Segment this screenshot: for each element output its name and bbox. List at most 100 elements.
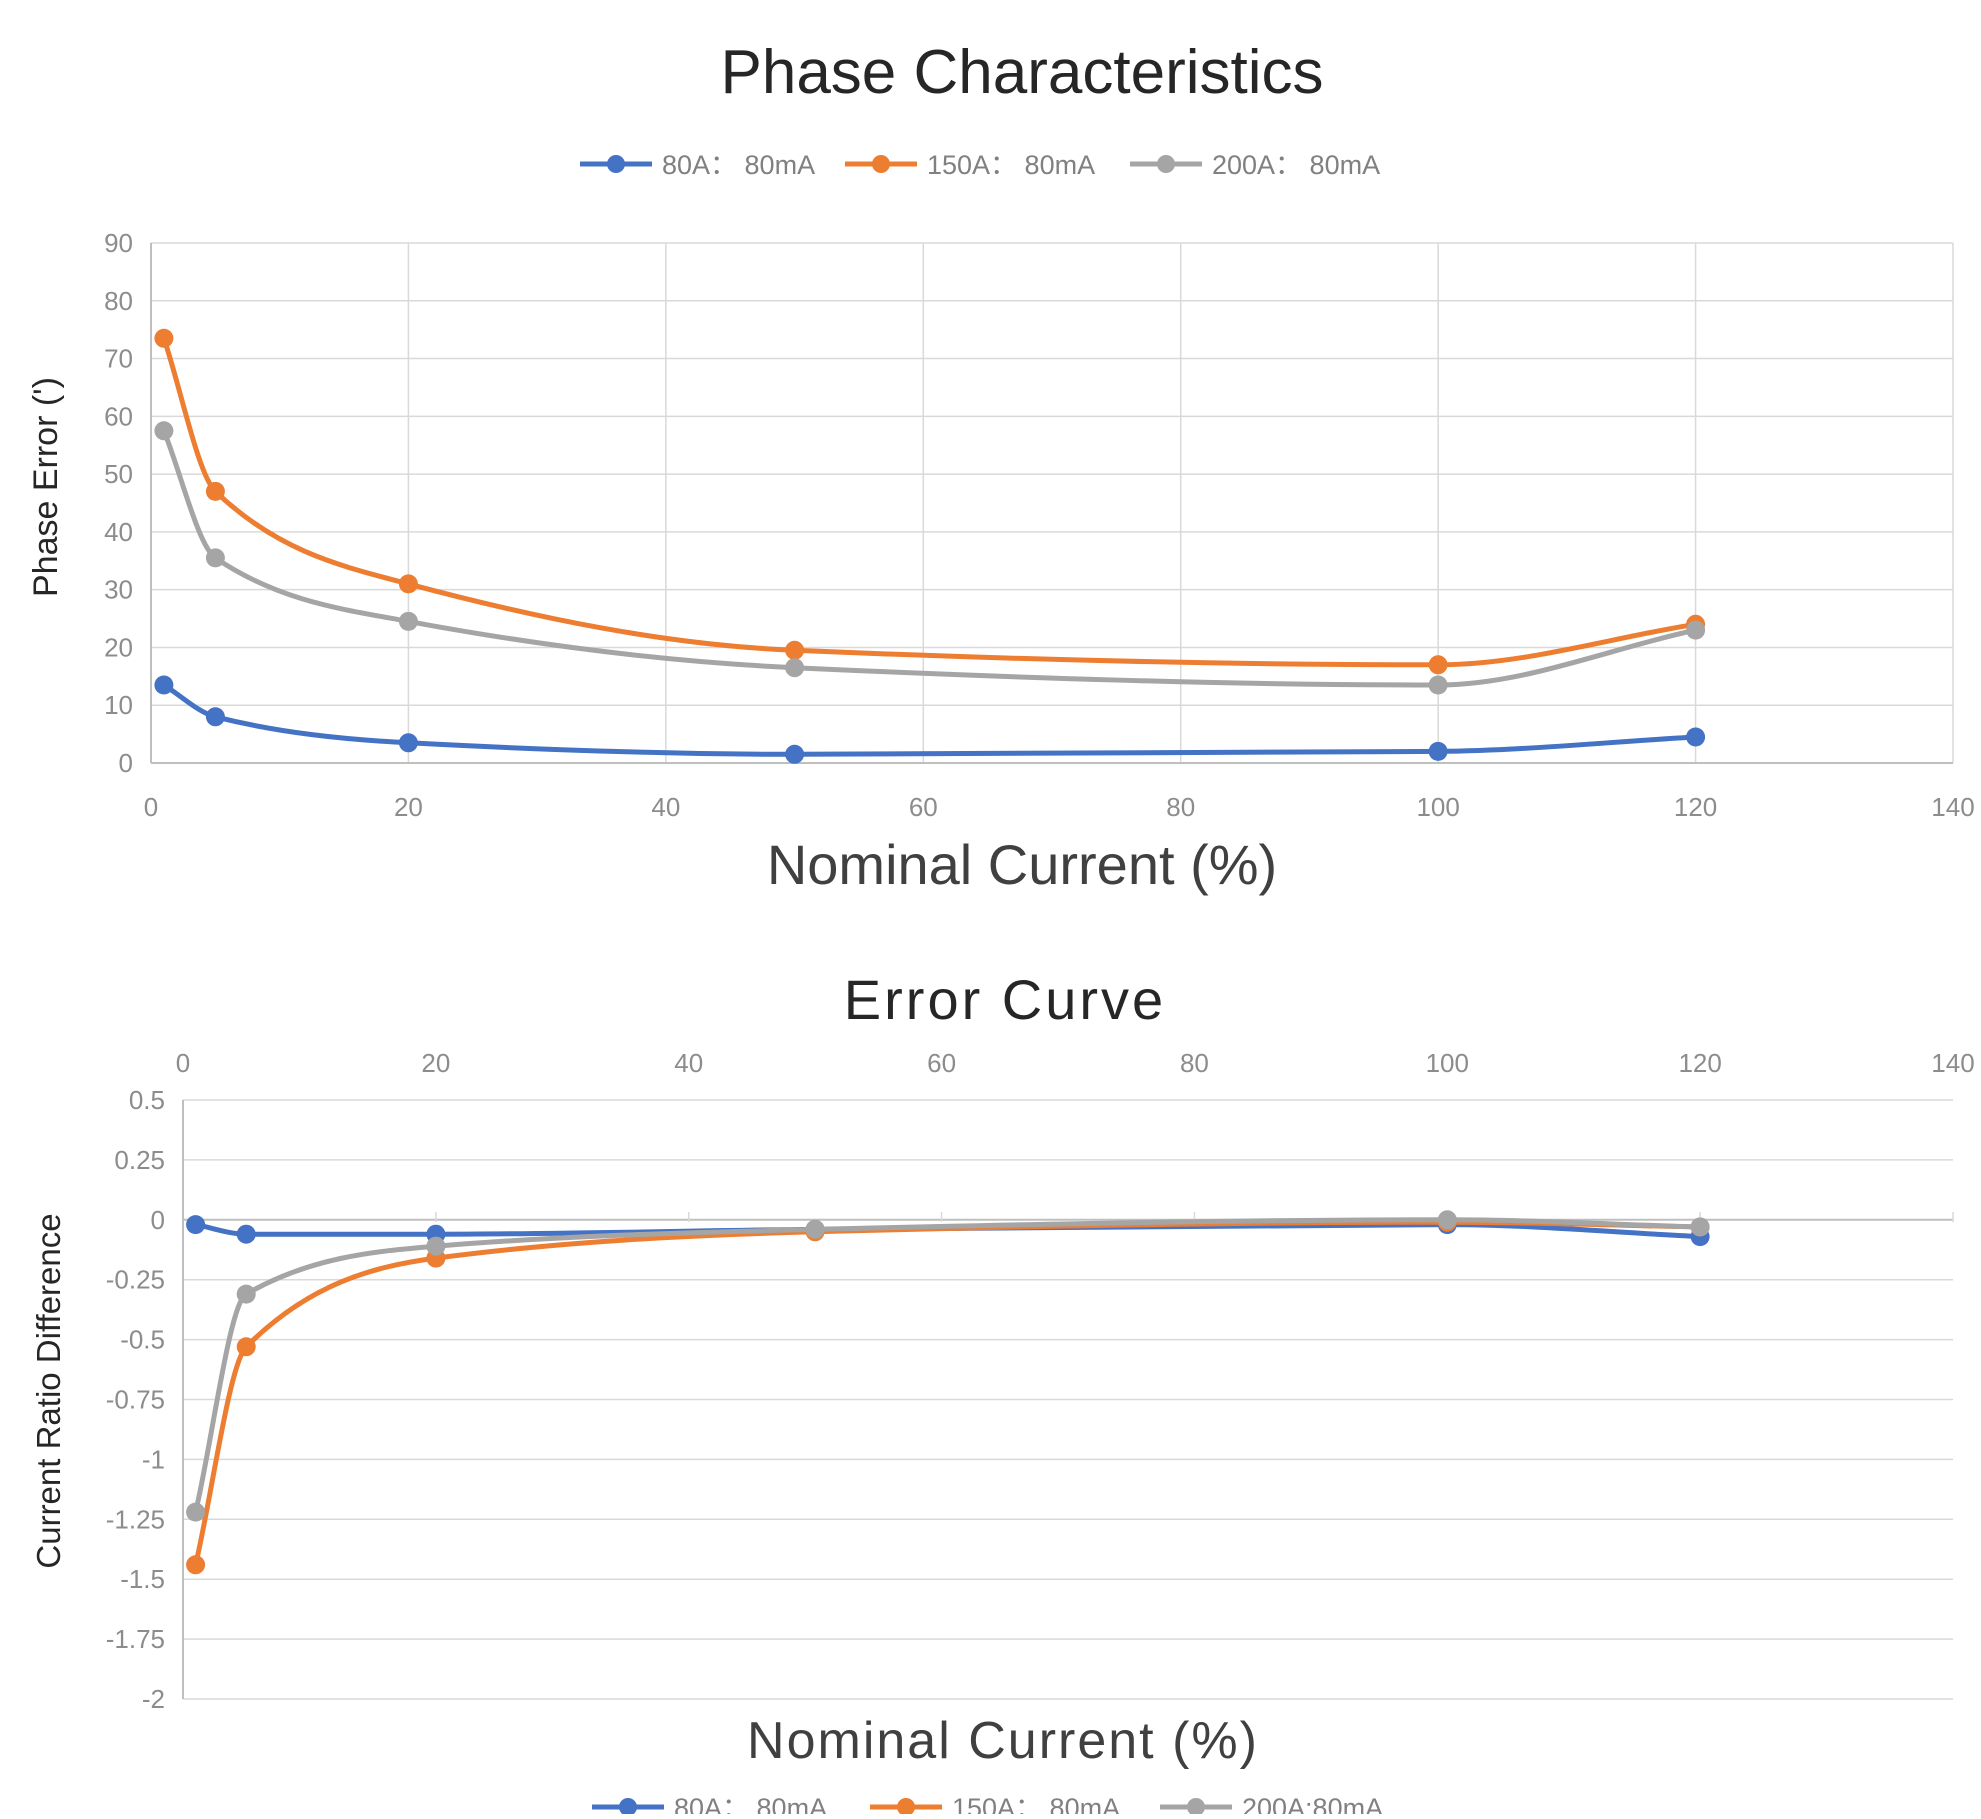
legend-marker — [897, 1798, 915, 1816]
y-tick-label: 0 — [151, 1205, 165, 1235]
data-point — [1428, 655, 1448, 675]
data-point — [398, 611, 418, 631]
y-tick-label: -2 — [142, 1684, 165, 1714]
x-tick-label: 20 — [394, 792, 423, 822]
y-tick-label: 20 — [104, 632, 133, 662]
data-point — [154, 421, 174, 441]
y-tick-label: 40 — [104, 517, 133, 547]
data-point — [236, 1284, 256, 1304]
legend-item-80a-80ma: 80A： 80mA — [580, 150, 815, 180]
y-tick-label: 10 — [104, 690, 133, 720]
y-tick-label: 0.5 — [129, 1085, 165, 1115]
y-tick-label: -0.75 — [106, 1385, 165, 1415]
x-axis-ticks: 0 20 40 60 80 100 120 140 — [144, 792, 1975, 822]
legend-label: 200A:80mA — [1242, 1793, 1383, 1814]
data-point — [1428, 741, 1448, 761]
y-axis-ticks: 0 10 20 30 40 50 60 70 80 90 — [104, 228, 133, 778]
legend-item-200a-80ma: 200A： 80mA — [1130, 150, 1380, 180]
legend-item-80a-80ma: 80A： 80mA — [592, 1793, 827, 1819]
y-tick-label: 90 — [104, 228, 133, 258]
x-tick-label: 40 — [651, 792, 680, 822]
legend: 80A： 80mA 150A： 80mA 200A： 80mA — [580, 150, 1380, 180]
data-point — [1428, 675, 1448, 695]
legend-marker — [1157, 155, 1175, 173]
series-line — [193, 1217, 1703, 1515]
series-200a-80ma — [186, 1210, 1710, 1522]
legend-label: 150A： 80mA — [952, 1793, 1120, 1814]
legend-label: 80A： 80mA — [662, 150, 815, 180]
x-tick-label: 60 — [927, 1048, 956, 1078]
legend-marker — [619, 1798, 637, 1816]
data-point — [398, 574, 418, 594]
x-tick-label: 60 — [909, 792, 938, 822]
x-tick-label: 140 — [1931, 1048, 1974, 1078]
series-lines — [186, 1210, 1710, 1575]
x-axis-label: Nominal Current (%) — [747, 1712, 1259, 1770]
x-tick-label: 0 — [144, 792, 158, 822]
y-tick-label: 0.25 — [114, 1145, 165, 1175]
error-curve-chart: Error Curve 0 20 40 60 80 100 120 140 0.5 0.25 0 -… — [30, 968, 1975, 1819]
x-tick-label: 100 — [1426, 1048, 1469, 1078]
y-tick-label: -1 — [142, 1444, 165, 1474]
series-150a-80ma — [154, 328, 1706, 675]
phase-characteristics-chart: Phase Characteristics 80A： 80mA 150A： 80m… — [27, 38, 1975, 896]
y-tick-label: -1.25 — [106, 1504, 165, 1534]
data-point — [154, 328, 174, 348]
series-line — [193, 1219, 1703, 1568]
x-tick-label: 140 — [1931, 792, 1974, 822]
x-tick-label: 80 — [1166, 792, 1195, 822]
data-point — [154, 675, 174, 695]
y-tick-label: 60 — [104, 401, 133, 431]
series-80a-80ma — [154, 675, 1706, 764]
x-axis-label: Nominal Current (%) — [767, 833, 1277, 896]
chart-title: Phase Characteristics — [720, 38, 1323, 107]
data-point — [1686, 727, 1706, 747]
data-point — [785, 658, 805, 678]
data-point — [205, 548, 225, 568]
y-axis-label: Current Ratio Difference — [30, 1213, 67, 1568]
legend-marker — [1187, 1798, 1205, 1816]
data-point — [1686, 620, 1706, 640]
x-tick-label: 80 — [1180, 1048, 1209, 1078]
gridlines — [182, 1099, 1954, 1700]
series-150a-80ma — [186, 1212, 1710, 1575]
y-axis-label: Phase Error (ʹ) — [27, 377, 65, 597]
y-tick-label: 50 — [104, 459, 133, 489]
gridlines — [150, 242, 1954, 764]
legend-label: 200A： 80mA — [1212, 150, 1380, 180]
y-tick-label: 0 — [119, 748, 133, 778]
legend-label: 80A： 80mA — [674, 1793, 827, 1814]
x-tick-label: 20 — [421, 1048, 450, 1078]
series-200a-80ma — [154, 421, 1706, 695]
y-tick-label: -1.5 — [120, 1564, 165, 1594]
data-point — [186, 1502, 206, 1522]
legend-marker — [607, 155, 625, 173]
series-line — [161, 335, 1699, 668]
legend: 80A： 80mA 150A： 80mA 200A:80mA — [592, 1793, 1383, 1819]
y-tick-label: 80 — [104, 286, 133, 316]
data-point — [785, 744, 805, 764]
data-point — [236, 1224, 256, 1244]
data-point — [398, 733, 418, 753]
x-tick-label: 120 — [1678, 1048, 1721, 1078]
x-tick-label: 0 — [176, 1048, 190, 1078]
series-line — [161, 682, 1699, 757]
data-point — [186, 1215, 206, 1235]
data-point — [1690, 1217, 1710, 1237]
y-tick-label: -1.75 — [106, 1624, 165, 1654]
y-tick-label: 30 — [104, 575, 133, 605]
y-tick-label: 70 — [104, 344, 133, 374]
data-point — [426, 1236, 446, 1256]
series-line — [161, 428, 1699, 688]
chart-title: Error Curve — [844, 968, 1166, 1031]
y-axis-ticks: 0.5 0.25 0 -0.25 -0.5 -0.75 -1 -1.25 -1.5 -1.75 -2 — [106, 1085, 165, 1714]
data-point — [1437, 1210, 1457, 1230]
data-point — [186, 1555, 206, 1575]
data-point — [236, 1337, 256, 1357]
x-tick-label: 100 — [1416, 792, 1459, 822]
series-lines — [154, 328, 1706, 764]
legend-label: 150A： 80mA — [927, 150, 1095, 180]
data-point — [205, 707, 225, 727]
